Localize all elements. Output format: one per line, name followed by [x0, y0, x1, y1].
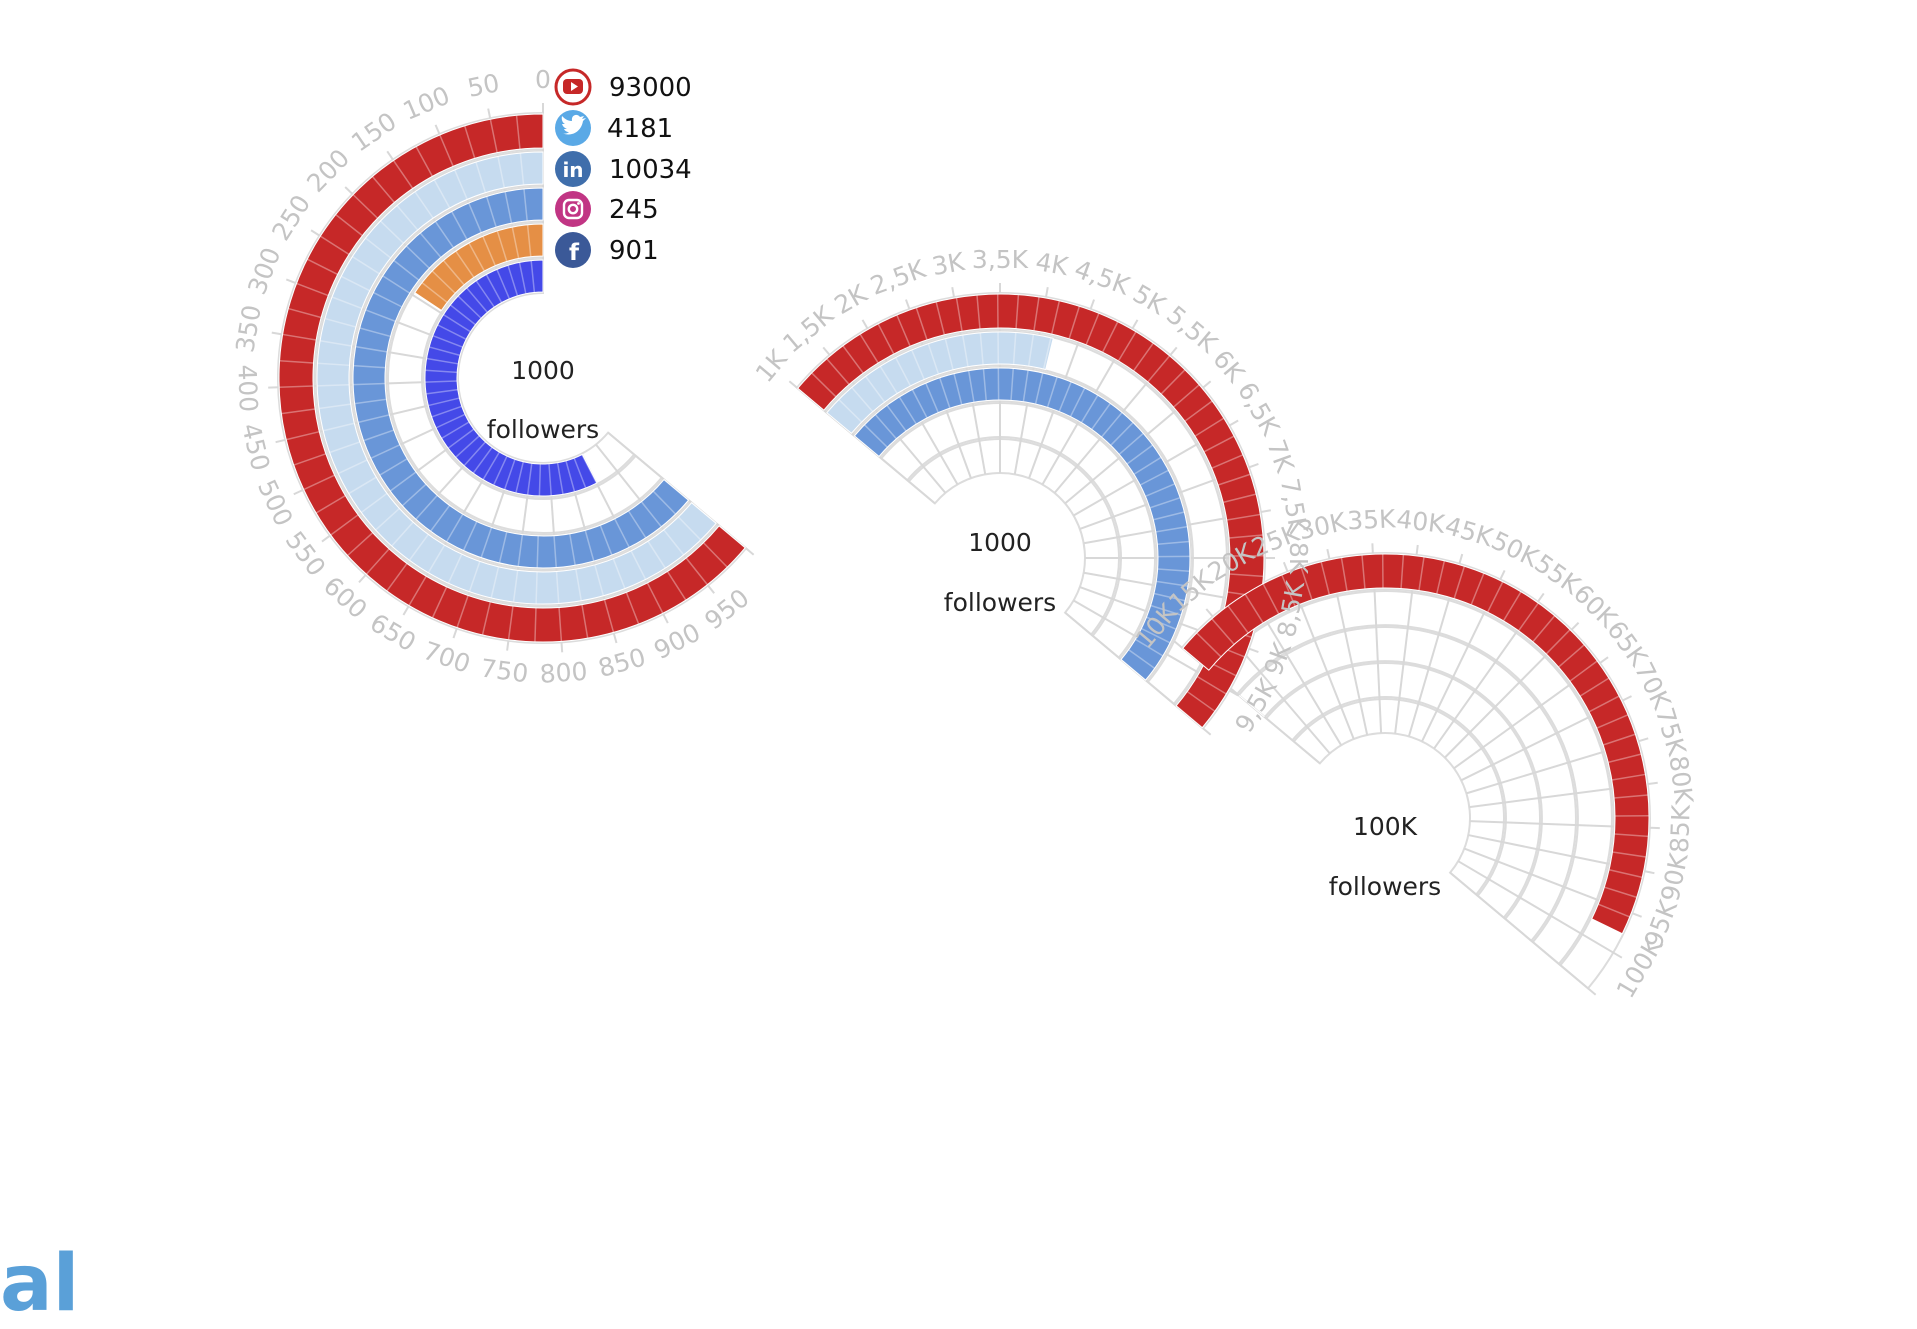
segment1-tick-label: 500 [252, 475, 298, 531]
segment1-tick-label: 150 [346, 107, 402, 158]
legend-item-facebook: f 901 [555, 232, 659, 268]
segment2-tick-label: 3,5K [972, 245, 1029, 274]
segment1-tick-label: 550 [280, 526, 332, 582]
segment1-tick-label: 250 [266, 190, 316, 246]
segment3-tick-label: 80K [1664, 754, 1699, 806]
svg-text:f: f [569, 240, 580, 266]
segment2-tick-label: 5K [1128, 279, 1171, 321]
legend-value-instagram: 245 [609, 195, 659, 225]
legend-item-instagram: 245 [555, 191, 659, 227]
bar-youtube-block-divider [535, 608, 536, 642]
segment1-tick-label: 400 [232, 364, 263, 413]
segment2-tick-label: 2,5K [867, 254, 930, 301]
segment1-tick-label: 950 [699, 583, 754, 635]
segment2-tick-label: 4K [1033, 247, 1070, 281]
legend-item-twitter: 4181 [555, 110, 673, 146]
segment3-tick-label: 85K [1665, 804, 1696, 854]
segment2-tick-label: 1,5K [777, 300, 839, 359]
segment3-center-sublabel: followers [1329, 872, 1441, 901]
segment2-tick-label: 1K [750, 344, 793, 388]
twitter-icon [555, 110, 591, 146]
segment3-tick-label: 35K [1347, 504, 1397, 535]
legend-value-facebook: 901 [609, 236, 659, 266]
segment2-tick-label: 6,5K [1232, 377, 1285, 441]
segment3-tick-label: 40K [1395, 504, 1447, 539]
segment1-tick-label: 0 [535, 65, 551, 94]
segment2-tick-label: 9K [1259, 638, 1298, 679]
segment2-tick-label: 6K [1207, 344, 1250, 388]
linkedin-icon: in [555, 151, 591, 187]
facebook-icon: f [555, 232, 591, 268]
legend-item-youtube: 93000 [556, 70, 692, 104]
segment1-tick-label: 900 [649, 618, 705, 666]
segment3-tick-label: 45K [1442, 511, 1497, 553]
bar-twitter-block-divider [536, 572, 537, 604]
segment1-tick-label: 850 [595, 642, 649, 683]
segment2-tick-label: 3K [930, 247, 967, 281]
corner-logo-fragment: al [0, 1245, 79, 1323]
segment1-tick-label: 450 [236, 420, 275, 473]
legend-value-twitter: 4181 [607, 114, 673, 144]
segment3-tick-label: 90K [1655, 850, 1693, 904]
segment2-center-sublabel: followers [944, 588, 1056, 617]
segment1-center-sublabel: followers [487, 415, 599, 444]
instagram-icon [555, 191, 591, 227]
segment1-tick-label: 800 [539, 657, 589, 689]
youtube-icon [556, 70, 590, 104]
segment1-tick-label: 50 [465, 68, 502, 103]
legend: 93000 4181 in 10034 245 [555, 70, 692, 268]
legend-value-linkedin: 10034 [609, 155, 692, 185]
segment1-tick-label: 300 [242, 244, 286, 299]
segment1-tick-label: 350 [230, 303, 266, 355]
segment2-tick-label: 2K [830, 279, 873, 321]
segment3-center-label: 100K [1353, 812, 1418, 841]
segment2-tick-label: 7K [1261, 436, 1300, 477]
segment1-tick-label: 750 [479, 653, 530, 688]
segment3-tick-label: 75K [1650, 704, 1692, 759]
bar-facebook-block-divider [539, 464, 540, 496]
segment1-tick-label: 650 [365, 608, 421, 657]
svg-text:in: in [562, 158, 583, 182]
segment2-center-label: 1000 [968, 528, 1032, 557]
bar-linkedin-block-divider [537, 536, 538, 568]
segment1-tick-label: 100 [399, 81, 454, 126]
legend-item-linkedin: in 10034 [555, 151, 692, 187]
segment1-tick-label: 600 [318, 571, 373, 624]
segment1-center-label: 1000 [511, 356, 575, 385]
legend-value-youtube: 93000 [609, 73, 692, 103]
segment1-tick-label: 700 [420, 636, 475, 679]
segment2-tick-label: 4,5K [1071, 254, 1134, 301]
segment2-tick-label: 5,5K [1161, 300, 1223, 359]
